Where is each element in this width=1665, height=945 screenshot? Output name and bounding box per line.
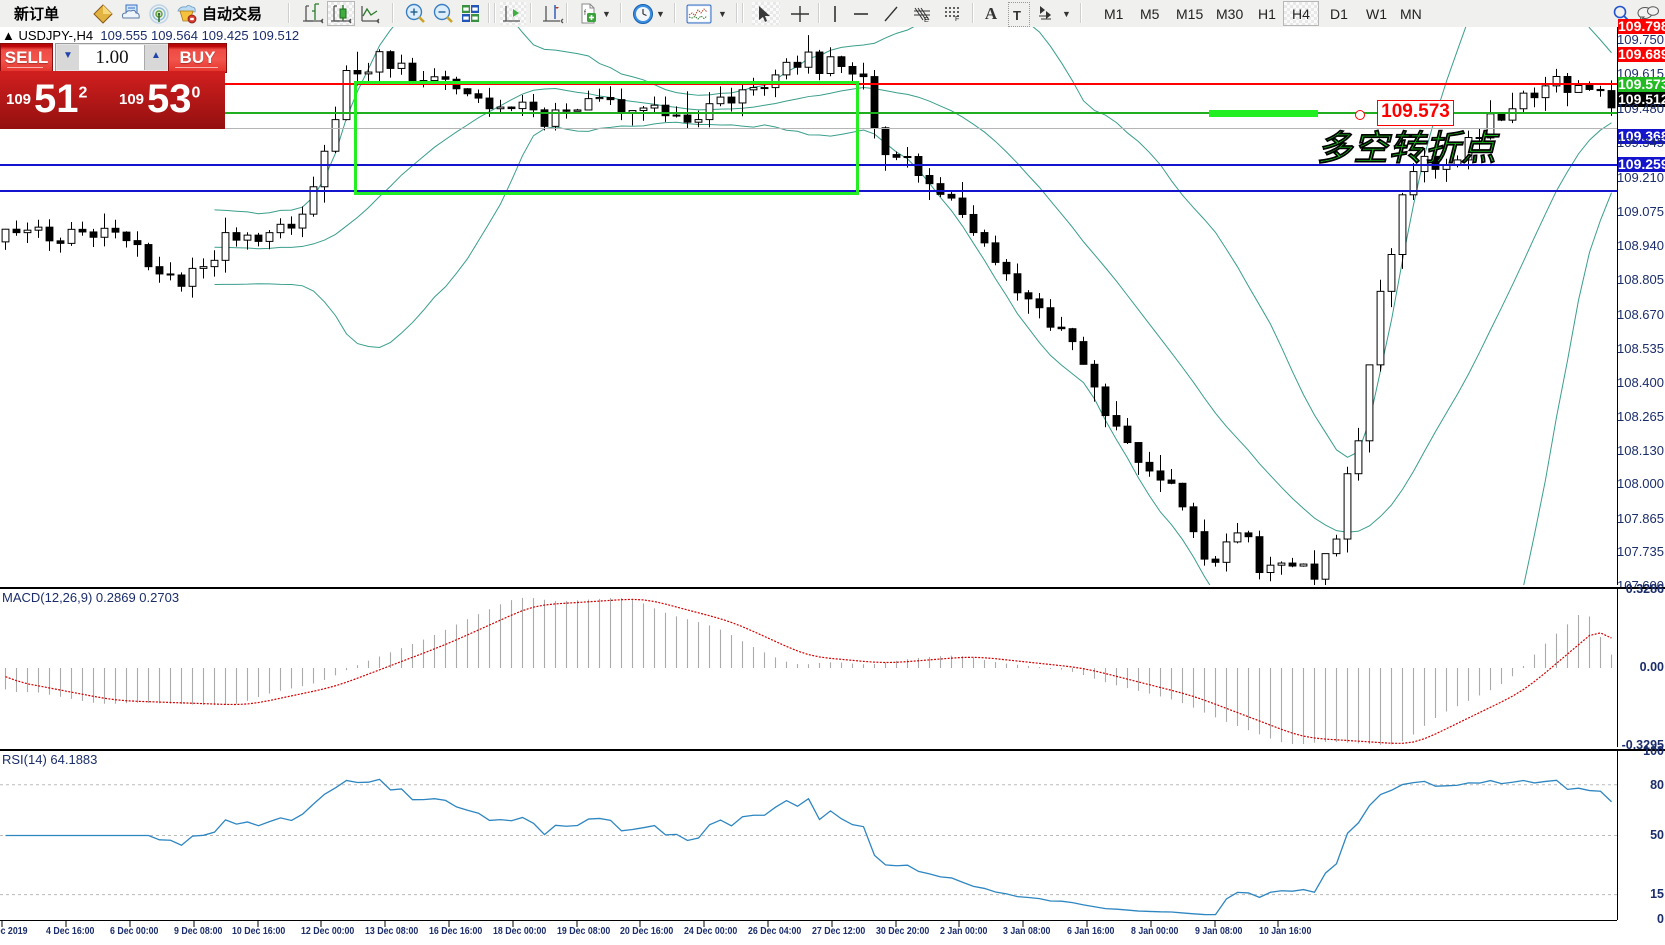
svg-text:f: f: [584, 10, 586, 17]
svg-text:F: F: [955, 16, 959, 22]
svg-text:E: E: [924, 17, 929, 23]
svg-text:T: T: [1013, 8, 1021, 23]
